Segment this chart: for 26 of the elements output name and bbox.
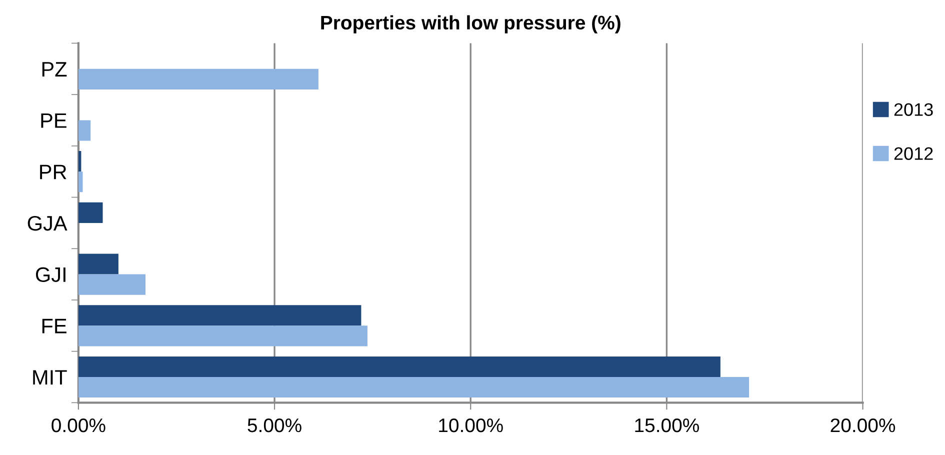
y-tick-label: GJA (28, 216, 68, 231)
bar (78, 172, 83, 192)
legend-label: 2013 (894, 103, 933, 116)
bar (78, 254, 118, 274)
x-tick-label: 0.00% (52, 418, 106, 432)
y-tick-label: GJI (36, 267, 66, 282)
x-tick-label: 10.00% (439, 418, 503, 432)
legend-label: 2012 (894, 147, 933, 160)
chart-title: Properties with low pressure (%) (321, 15, 620, 34)
bar (78, 305, 362, 326)
y-tick-label: PR (40, 164, 66, 180)
y-tick-label: MIT (33, 370, 67, 385)
x-tick-label: 20.00% (830, 418, 896, 432)
y-tick-label: PE (41, 113, 66, 128)
bar (78, 151, 82, 172)
y-tick-label: PZ (42, 62, 67, 76)
bar (78, 356, 720, 377)
x-tick-label: 5.00% (248, 418, 302, 432)
bar (78, 120, 91, 141)
bar (78, 377, 750, 398)
bar (78, 274, 146, 295)
y-tick-label: FE (42, 318, 66, 334)
bar (78, 326, 368, 346)
bar (78, 202, 103, 223)
bar (78, 68, 318, 90)
x-tick-label: 15.00% (635, 418, 699, 432)
